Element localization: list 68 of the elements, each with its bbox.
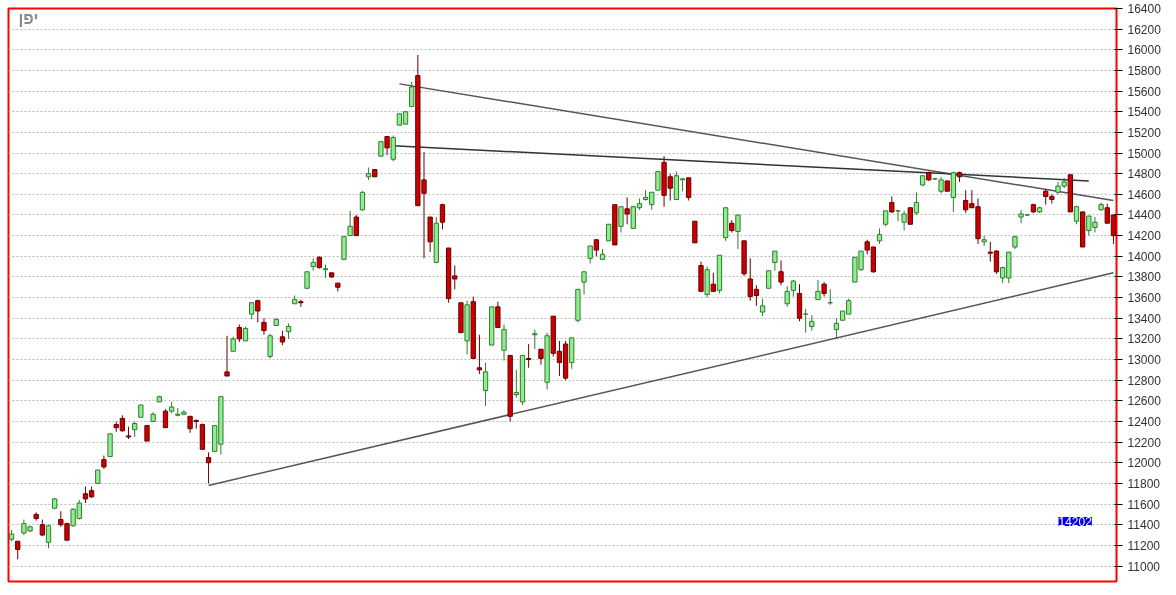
candlestick [495, 301, 501, 329]
candlestick [833, 317, 840, 340]
candlestick [384, 136, 390, 156]
y-tick-label: 12800 [1127, 373, 1162, 388]
candlestick [107, 433, 113, 458]
candlestick [482, 362, 489, 407]
y-tick-label: 15400 [1127, 105, 1162, 120]
y-tick-label: 14800 [1127, 167, 1162, 182]
y-tick-label: 12200 [1127, 435, 1162, 450]
y-tick-label: 12400 [1127, 414, 1162, 429]
candlestick [205, 451, 212, 484]
candlestick [261, 317, 267, 336]
y-tick-label: 11600 [1127, 497, 1161, 512]
y-tick-label: 13600 [1127, 291, 1162, 306]
candlestick [624, 196, 630, 225]
y-tick-label: 15800 [1127, 63, 1162, 78]
candlestick [347, 210, 353, 237]
candlestick [778, 259, 784, 286]
annotation: 14202 [1058, 515, 1093, 529]
candlestick [224, 335, 230, 377]
candlestick [409, 81, 415, 108]
y-tick-label: 13000 [1127, 353, 1162, 368]
candlestick [686, 177, 692, 202]
chart-title: יפן [18, 9, 39, 27]
candlestick [359, 190, 366, 212]
candlestick [618, 206, 624, 234]
candlestick [501, 323, 507, 362]
y-tick-label: 16400 [1127, 2, 1162, 16]
candlestick [298, 299, 304, 308]
y-tick-label: 14600 [1127, 187, 1162, 202]
y-tick-label: 13200 [1127, 332, 1162, 347]
candlestick [439, 203, 446, 230]
candlestick [341, 236, 347, 260]
candlestick [913, 191, 920, 216]
y-tick-label: 11000 [1127, 559, 1161, 574]
y-tick-label: 13400 [1127, 311, 1162, 326]
y-tick-label: 12600 [1127, 394, 1162, 409]
y-tick-label: 11800 [1127, 476, 1161, 491]
y-tick-label: 16000 [1127, 43, 1162, 58]
candlestick [710, 272, 716, 292]
y-tick-label: 12000 [1127, 456, 1162, 471]
candlestick [390, 134, 396, 162]
candlestick [476, 334, 483, 375]
candlestick [15, 540, 21, 560]
y-tick-label: 11400 [1127, 518, 1161, 533]
candlestick [735, 214, 741, 250]
candlestick [784, 285, 790, 308]
candlestick [525, 343, 532, 369]
candlestick [162, 408, 169, 429]
y-tick-label: 15600 [1127, 84, 1162, 99]
candlestick [772, 250, 778, 272]
y-tick-label: 14000 [1127, 249, 1162, 264]
candlestick [692, 220, 698, 244]
candlestick [901, 210, 907, 231]
y-tick-label: 15000 [1127, 146, 1162, 161]
y-tick-label: 13800 [1127, 270, 1162, 285]
y-tick-label: 11200 [1127, 538, 1161, 553]
candlestick [581, 271, 587, 295]
candlestick [802, 308, 809, 334]
y-tick-label: 15200 [1127, 125, 1162, 140]
y-tick-label: 14400 [1127, 208, 1162, 223]
y-tick-label: 16200 [1127, 22, 1162, 37]
y-tick-label: 14200 [1127, 229, 1162, 244]
candlestick [353, 214, 359, 237]
candlestick [815, 279, 821, 301]
candlestick [267, 333, 273, 359]
candlestick [532, 329, 538, 350]
candlestick [655, 171, 661, 191]
